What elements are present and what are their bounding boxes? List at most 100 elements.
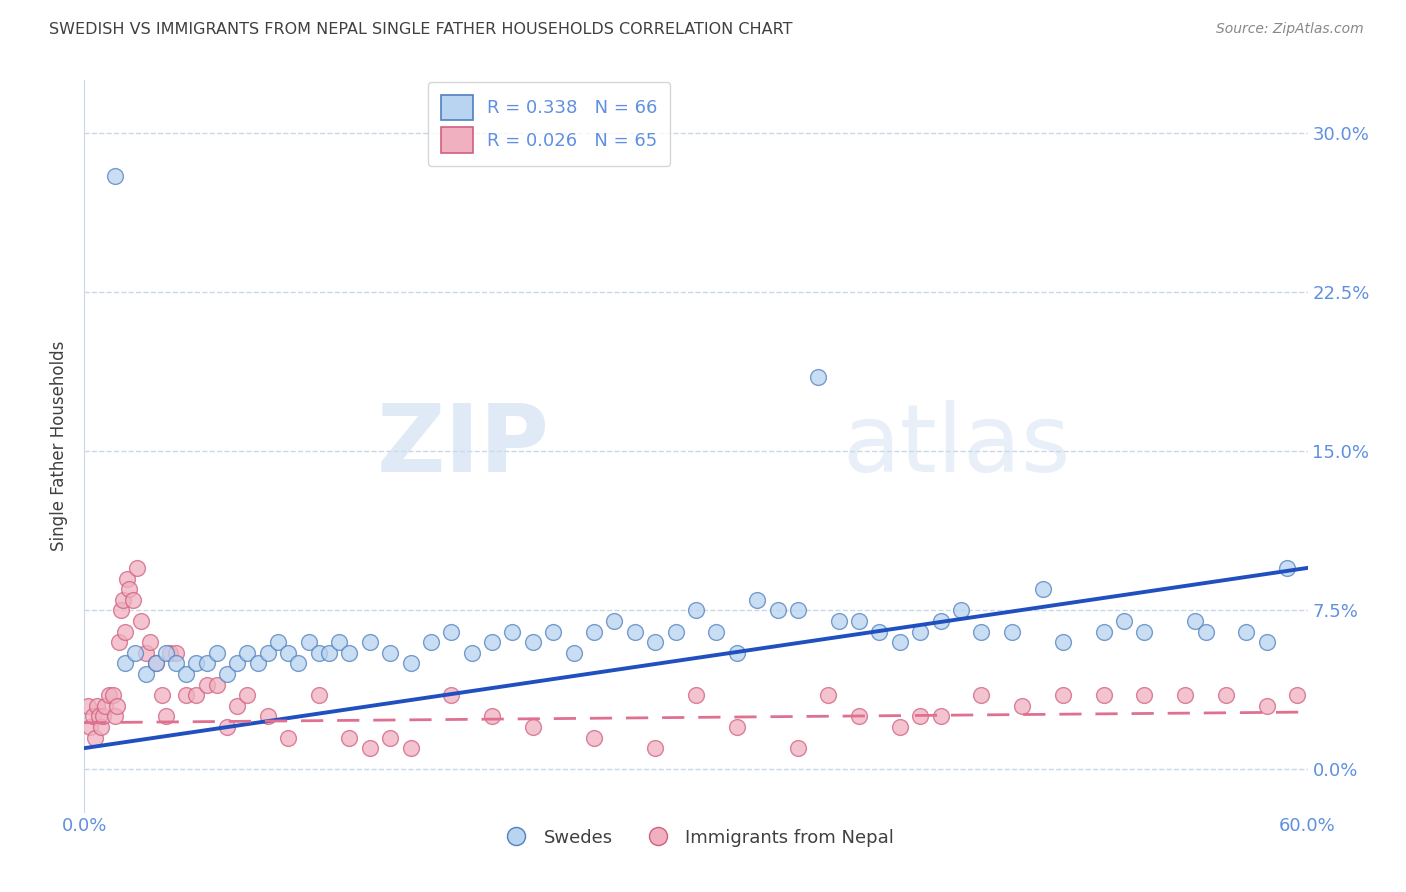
Point (481, 635, 503, 649)
Point (110, 603, 132, 617)
Point (1092, 624, 1115, 639)
Point (562, 646, 585, 660)
Point (277, 731, 299, 745)
Point (848, 614, 870, 628)
Point (766, 603, 789, 617)
Point (138, 635, 160, 649)
Point (685, 688, 707, 702)
Point (195, 677, 218, 691)
Legend: Swedes, Immigrants from Nepal: Swedes, Immigrants from Nepal (491, 822, 901, 854)
Point (205, 646, 228, 660)
Point (1277, 561, 1299, 575)
Point (583, 624, 606, 639)
Point (461, 646, 484, 660)
Point (328, 635, 350, 649)
Point (665, 624, 688, 639)
Text: Source: ZipAtlas.com: Source: ZipAtlas.com (1216, 22, 1364, 37)
Point (150, 688, 173, 702)
Point (257, 709, 280, 723)
Point (236, 646, 259, 660)
Point (267, 635, 290, 649)
Point (1256, 635, 1278, 649)
Point (848, 709, 870, 723)
Point (217, 667, 239, 681)
Point (135, 667, 157, 681)
Point (725, 646, 748, 660)
Point (97, 688, 120, 702)
Point (359, 741, 381, 756)
Point (101, 688, 124, 702)
Point (807, 370, 830, 384)
Point (165, 657, 187, 671)
Point (1001, 624, 1024, 639)
Point (195, 657, 218, 671)
Point (522, 635, 544, 649)
Point (118, 582, 141, 596)
Point (145, 657, 167, 671)
Point (747, 592, 769, 607)
Point (165, 646, 187, 660)
Point (114, 657, 136, 671)
Point (246, 657, 269, 671)
Point (380, 646, 402, 660)
Point (440, 688, 463, 702)
Y-axis label: Single Father Households: Single Father Households (51, 341, 69, 551)
Point (502, 624, 524, 639)
Point (787, 603, 810, 617)
Point (79, 720, 101, 734)
Point (226, 698, 249, 713)
Point (950, 603, 973, 617)
Point (603, 614, 626, 628)
Point (86, 698, 108, 713)
Point (1133, 624, 1156, 639)
Point (186, 688, 208, 702)
Point (380, 731, 402, 745)
Point (1215, 688, 1237, 702)
Point (1195, 624, 1218, 639)
Point (257, 646, 280, 660)
Point (318, 646, 340, 660)
Point (90, 720, 112, 734)
Point (122, 592, 145, 607)
Point (155, 709, 177, 723)
Point (1052, 635, 1074, 649)
Point (105, 698, 128, 713)
Point (112, 592, 135, 607)
Text: ZIP: ZIP (377, 400, 550, 492)
Point (889, 720, 911, 734)
Point (970, 624, 993, 639)
Point (298, 635, 321, 649)
Point (108, 635, 131, 649)
Point (174, 688, 197, 702)
Point (1032, 582, 1054, 596)
Point (828, 614, 851, 628)
Point (159, 646, 181, 660)
Point (308, 688, 330, 702)
Point (359, 635, 381, 649)
Point (339, 731, 361, 745)
Point (644, 635, 666, 649)
Point (145, 657, 167, 671)
Point (725, 720, 748, 734)
Point (114, 624, 136, 639)
Text: SWEDISH VS IMMIGRANTS FROM NEPAL SINGLE FATHER HOUSEHOLDS CORRELATION CHART: SWEDISH VS IMMIGRANTS FROM NEPAL SINGLE … (49, 22, 793, 37)
Point (308, 646, 330, 660)
Point (82, 709, 104, 723)
Point (787, 741, 810, 756)
Point (522, 720, 544, 734)
Point (93, 698, 115, 713)
Point (217, 720, 239, 734)
Point (399, 657, 422, 671)
Point (420, 635, 443, 649)
Point (1236, 624, 1258, 639)
Point (1133, 688, 1156, 702)
Point (83, 731, 105, 745)
Point (174, 667, 197, 681)
Point (1052, 688, 1074, 702)
Point (543, 624, 565, 639)
Point (127, 561, 149, 575)
Point (1184, 614, 1206, 628)
Point (869, 624, 891, 639)
Point (186, 657, 208, 671)
Point (1286, 688, 1309, 702)
